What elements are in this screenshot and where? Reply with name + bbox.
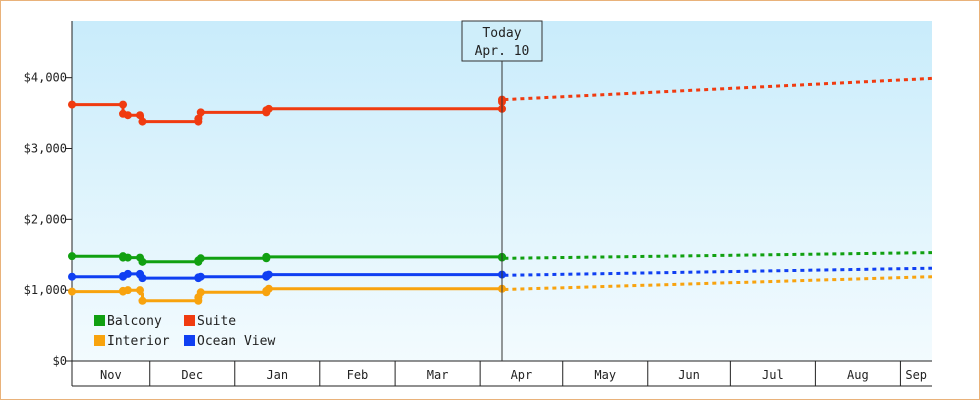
series-suite — [68, 76, 933, 126]
x-tick-label: Sep — [905, 368, 927, 382]
y-tick-label: $2,000 — [24, 212, 67, 226]
y-tick-label: $3,000 — [24, 142, 67, 156]
data-point — [196, 108, 205, 117]
y-tick-label: $4,000 — [24, 71, 67, 85]
x-tick-label: Jul — [762, 368, 784, 382]
data-point — [264, 284, 273, 293]
data-point — [123, 253, 132, 262]
series-ocean-view — [68, 266, 933, 283]
x-tick-label: Jan — [266, 368, 288, 382]
data-point — [123, 269, 132, 278]
legend-swatch — [184, 315, 195, 326]
data-point — [68, 252, 76, 261]
legend-swatch — [94, 315, 105, 326]
data-point — [136, 286, 145, 295]
data-point — [68, 287, 76, 296]
y-tick-label: $0 — [53, 354, 67, 368]
data-point — [68, 100, 76, 109]
legend-swatch — [94, 335, 105, 346]
data-point — [68, 272, 76, 281]
legend-label: Suite — [197, 314, 236, 329]
x-tick-label: Apr — [511, 368, 533, 382]
x-tick-label: Feb — [347, 368, 369, 382]
x-axis: Nov Dec Jan Feb Mar Apr May Jun Jul Aug Sep — [71, 360, 932, 387]
data-point — [196, 288, 205, 297]
legend-label: Ocean View — [197, 334, 275, 349]
today-label: Today — [482, 26, 521, 41]
data-point — [138, 257, 147, 266]
legend-swatch — [184, 335, 195, 346]
data-point — [136, 111, 145, 120]
data-point — [196, 254, 205, 263]
data-point — [264, 270, 273, 279]
data-point — [264, 104, 273, 113]
x-tick-label: Nov — [100, 368, 122, 382]
legend-label: Balcony — [107, 314, 162, 329]
x-tick-label: Aug — [847, 368, 869, 382]
y-axis: $0 $1,000 $2,000 $3,000 $4,000 — [24, 21, 73, 368]
data-point — [138, 274, 147, 283]
x-tick-label: Jun — [678, 368, 700, 382]
legend-label: Interior — [107, 334, 170, 349]
data-point — [262, 252, 271, 261]
data-point — [196, 272, 205, 281]
data-point — [138, 296, 147, 305]
x-tick-label: May — [594, 368, 616, 382]
today-box — [461, 20, 543, 62]
y-tick-label: $1,000 — [24, 283, 67, 297]
data-point — [123, 111, 132, 120]
today-marker: Today Apr. 10 — [461, 20, 543, 361]
data-point — [119, 100, 128, 109]
series-layer — [68, 76, 933, 305]
data-point — [194, 114, 203, 123]
x-tick-label: Dec — [181, 368, 203, 382]
data-point — [123, 286, 132, 295]
legend: Balcony Suite Interior Ocean View — [94, 314, 275, 349]
data-point — [138, 117, 147, 126]
today-date-label: Apr. 10 — [475, 44, 530, 59]
x-tick-label: Mar — [427, 368, 449, 382]
series-balcony — [68, 251, 933, 266]
